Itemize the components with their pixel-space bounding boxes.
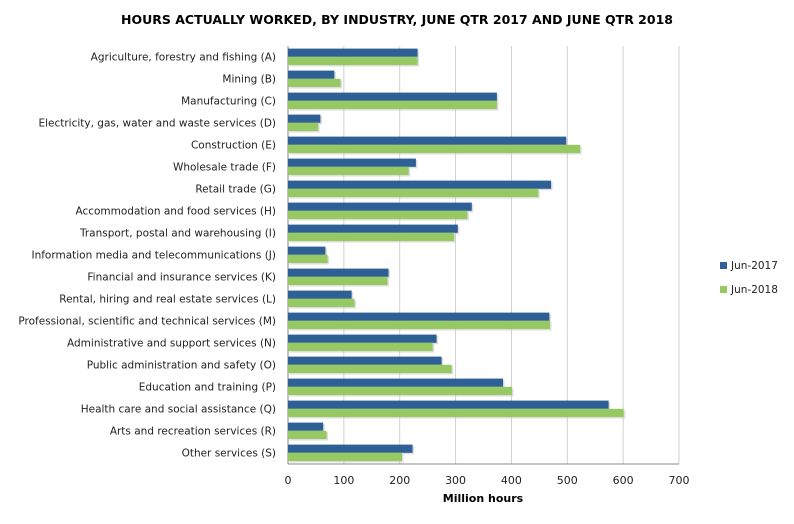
bar-jun-2018 bbox=[288, 386, 512, 395]
x-tick-label: 0 bbox=[285, 474, 292, 487]
x-tick-label: 200 bbox=[389, 474, 410, 487]
x-tick-label: 600 bbox=[613, 474, 634, 487]
category-label: Construction (E) bbox=[191, 140, 276, 152]
legend-swatch bbox=[720, 286, 727, 293]
category-label: Retail trade (G) bbox=[195, 184, 276, 196]
legend-swatch bbox=[720, 262, 727, 269]
bar-jun-2017 bbox=[288, 312, 550, 321]
bar-jun-2018 bbox=[288, 166, 409, 175]
bar-jun-2017 bbox=[288, 224, 458, 233]
category-label: Education and training (P) bbox=[139, 382, 276, 394]
x-tick-label: 500 bbox=[557, 474, 578, 487]
category-label: Transport, postal and warehousing (I) bbox=[79, 228, 276, 240]
category-label: Mining (B) bbox=[222, 74, 276, 86]
bar-jun-2017 bbox=[288, 290, 352, 299]
legend-label: Jun-2017 bbox=[730, 260, 778, 272]
x-tick-label: 300 bbox=[445, 474, 466, 487]
x-tick-label: 700 bbox=[669, 474, 690, 487]
legend-label: Jun-2018 bbox=[730, 284, 778, 296]
bar-jun-2017 bbox=[288, 48, 418, 57]
category-label: Wholesale trade (F) bbox=[173, 162, 276, 174]
category-label: Information media and telecommunications… bbox=[31, 250, 276, 262]
bar-jun-2017 bbox=[288, 114, 321, 123]
bar-jun-2018 bbox=[288, 364, 452, 373]
bar-jun-2017 bbox=[288, 356, 442, 365]
bar-jun-2017 bbox=[288, 268, 389, 277]
bar-jun-2018 bbox=[288, 210, 468, 219]
category-label: Other services (S) bbox=[182, 448, 276, 460]
bar-jun-2017 bbox=[288, 180, 552, 189]
bar-jun-2018 bbox=[288, 188, 539, 197]
bar-jun-2018 bbox=[288, 232, 454, 241]
bar-jun-2017 bbox=[288, 400, 609, 409]
bar-jun-2017 bbox=[288, 444, 413, 453]
bar-jun-2017 bbox=[288, 422, 324, 431]
x-tick-label: 100 bbox=[333, 474, 354, 487]
bar-jun-2018 bbox=[288, 320, 550, 329]
bar-jun-2018 bbox=[288, 122, 319, 131]
bar-jun-2018 bbox=[288, 100, 497, 109]
chart-title: HOURS ACTUALLY WORKED, BY INDUSTRY, JUNE… bbox=[121, 12, 673, 27]
bar-jun-2017 bbox=[288, 158, 416, 167]
bar-jun-2018 bbox=[288, 452, 402, 461]
category-label: Health care and social assistance (Q) bbox=[81, 404, 276, 416]
bar-jun-2017 bbox=[288, 378, 504, 387]
category-label: Professional, scientific and technical s… bbox=[18, 316, 276, 328]
bar-jun-2017 bbox=[288, 334, 437, 343]
category-label: Manufacturing (C) bbox=[181, 96, 276, 108]
x-axis-label: Million hours bbox=[443, 492, 524, 505]
bar-jun-2018 bbox=[288, 144, 581, 153]
x-tick-label: 400 bbox=[501, 474, 522, 487]
category-label: Electricity, gas, water and waste servic… bbox=[38, 118, 276, 130]
category-label: Administrative and support services (N) bbox=[67, 338, 276, 350]
bar-jun-2018 bbox=[288, 276, 388, 285]
bar-jun-2017 bbox=[288, 70, 335, 79]
category-label: Rental, hiring and real estate services … bbox=[59, 294, 276, 306]
bar-jun-2018 bbox=[288, 342, 433, 351]
bar-jun-2017 bbox=[288, 202, 472, 211]
bar-jun-2018 bbox=[288, 78, 341, 87]
bar-jun-2017 bbox=[288, 246, 326, 255]
bar-jun-2018 bbox=[288, 298, 355, 307]
category-label: Accommodation and food services (H) bbox=[75, 206, 276, 218]
category-label: Agriculture, forestry and fishing (A) bbox=[91, 52, 276, 64]
bar-jun-2018 bbox=[288, 254, 328, 263]
category-label: Financial and insurance services (K) bbox=[87, 272, 276, 284]
bar-jun-2018 bbox=[288, 56, 418, 65]
category-label: Arts and recreation services (R) bbox=[110, 426, 276, 438]
bar-jun-2018 bbox=[288, 430, 327, 439]
bar-jun-2017 bbox=[288, 92, 497, 101]
category-label: Public administration and safety (O) bbox=[87, 360, 276, 372]
bar-jun-2017 bbox=[288, 136, 567, 145]
bar-jun-2018 bbox=[288, 408, 624, 417]
